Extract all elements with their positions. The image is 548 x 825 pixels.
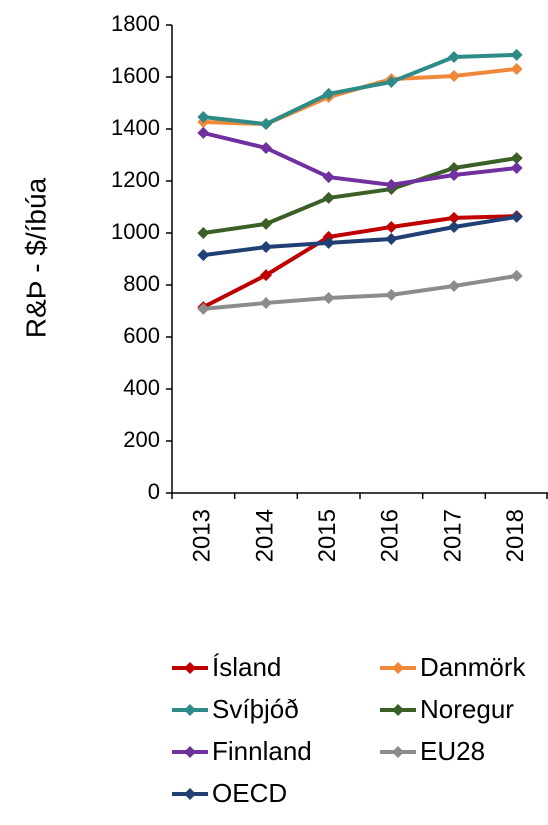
y-tick-label: 1000	[111, 219, 160, 244]
x-tick-label: 2014	[251, 509, 278, 562]
point	[385, 221, 398, 234]
x-tick-label: 2018	[502, 509, 529, 562]
legend-label: Svíþjóð	[212, 694, 299, 724]
y-tick-label: 1600	[111, 63, 160, 88]
series-line	[203, 66, 517, 127]
x-tick-label: 2017	[439, 509, 466, 562]
point	[197, 227, 210, 239]
point	[197, 249, 210, 262]
point	[448, 169, 460, 182]
y-tick-label: 1400	[111, 115, 160, 140]
point	[510, 62, 523, 75]
y-tick-label: 1200	[111, 167, 160, 192]
y-tick-label: 0	[148, 479, 160, 504]
y-tick-label: 1800	[111, 11, 160, 36]
point	[385, 288, 398, 301]
point	[448, 162, 460, 174]
point	[197, 111, 210, 124]
legend-label: Ísland	[212, 652, 281, 682]
legend-marker	[392, 704, 404, 716]
x-tick-label: 2016	[377, 509, 404, 562]
legend-marker	[184, 704, 196, 716]
point	[260, 296, 272, 309]
series-line	[203, 214, 517, 258]
series-line	[202, 130, 517, 187]
series-line	[203, 52, 517, 127]
legend-label: Danmörk	[420, 652, 526, 682]
y-tick-label: 200	[123, 427, 160, 452]
legend-marker	[184, 662, 196, 674]
y-axis-label: R&Þ - $/íbúa	[20, 177, 51, 338]
point	[510, 269, 523, 282]
legend-label: Noregur	[420, 694, 514, 724]
x-tick-label: 2015	[314, 509, 341, 562]
point	[322, 171, 335, 184]
point	[260, 217, 272, 230]
point	[385, 75, 398, 88]
y-tick-label: 600	[123, 323, 160, 348]
point	[510, 162, 523, 174]
y-tick-label: 400	[123, 375, 160, 400]
legend-label: EU28	[420, 736, 485, 766]
legend-label: OECD	[212, 778, 287, 808]
point	[197, 302, 210, 315]
point	[260, 118, 272, 131]
legend-label: Finnland	[212, 736, 312, 766]
point	[260, 241, 272, 254]
point	[510, 48, 523, 61]
point	[448, 221, 460, 234]
point	[448, 280, 460, 293]
x-tick-label: 2013	[189, 509, 216, 562]
legend-marker	[392, 746, 404, 758]
series-line	[203, 273, 517, 311]
point	[260, 141, 272, 154]
point	[448, 211, 460, 224]
point	[197, 126, 210, 139]
legend-marker	[392, 662, 404, 674]
y-tick-label: 800	[123, 271, 160, 296]
point	[322, 191, 335, 204]
point	[448, 50, 460, 63]
point	[385, 178, 398, 191]
point	[510, 210, 523, 223]
point	[322, 292, 335, 304]
point	[385, 232, 398, 245]
legend-marker	[184, 788, 196, 800]
point	[448, 69, 460, 82]
series-line	[203, 156, 517, 235]
point	[260, 269, 272, 282]
series-line	[202, 214, 517, 309]
legend-marker	[184, 746, 196, 758]
point	[322, 87, 335, 100]
point	[322, 236, 335, 249]
point	[510, 152, 523, 165]
